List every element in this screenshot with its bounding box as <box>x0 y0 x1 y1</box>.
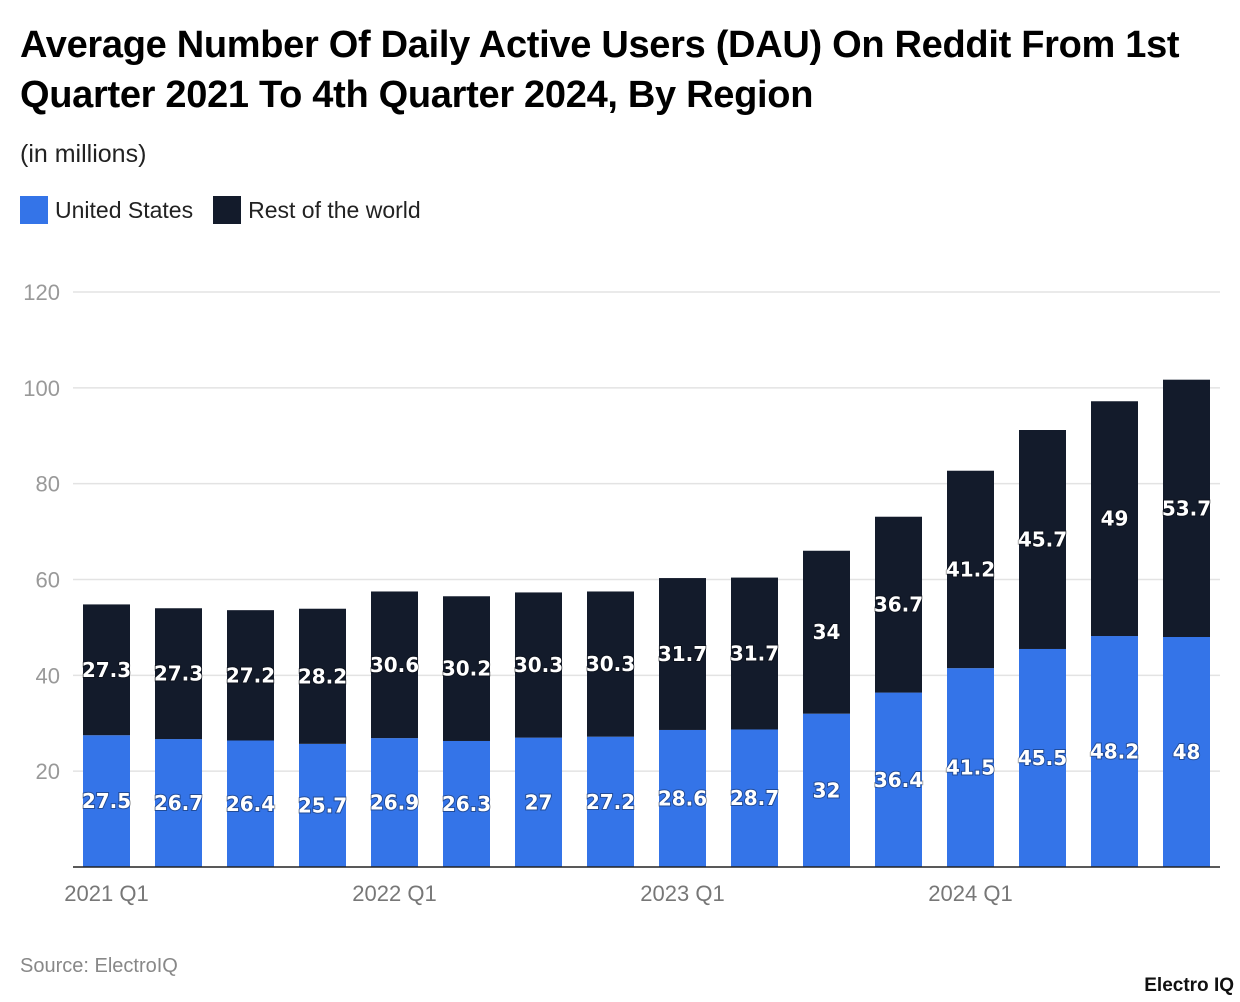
y-tick-label: 60 <box>36 568 60 593</box>
data-label: 36.4 <box>874 768 923 792</box>
x-tick-label: 2022 Q1 <box>352 881 436 906</box>
bar-rest-of-world <box>443 596 490 741</box>
bar-united-states <box>155 739 202 867</box>
bar-rest-of-world <box>83 604 130 736</box>
data-label: 26.9 <box>370 791 419 815</box>
bar-rest-of-world <box>227 610 274 741</box>
bar-rest-of-world <box>803 550 850 714</box>
x-tick-label: 2021 Q1 <box>64 881 148 906</box>
chart-title: Average Number Of Daily Active Users (DA… <box>20 24 1180 116</box>
bar-united-states <box>803 713 850 867</box>
bar-united-states <box>443 740 490 867</box>
data-label: 30.6 <box>370 653 419 677</box>
legend-label: Rest of the world <box>248 196 421 223</box>
x-tick-label: 2023 Q1 <box>640 881 724 906</box>
bar-united-states <box>1091 636 1138 867</box>
bar-united-states <box>659 729 706 867</box>
data-label: 53.7 <box>1162 496 1211 520</box>
electroiq-logo: Electro IQ <box>1144 975 1234 996</box>
bar-rest-of-world <box>1163 379 1210 637</box>
bar-rest-of-world <box>1019 430 1066 649</box>
y-tick-label: 40 <box>36 663 60 688</box>
bar-united-states <box>587 736 634 867</box>
bar-rest-of-world <box>947 470 994 669</box>
data-label: 27.2 <box>586 790 635 814</box>
bar-united-states <box>371 738 418 867</box>
data-label: 25.7 <box>298 793 347 817</box>
bar-united-states <box>299 743 346 867</box>
data-label: 31.7 <box>658 642 707 666</box>
legend-item-us[interactable]: United States <box>20 196 193 224</box>
bar-rest-of-world <box>659 578 706 730</box>
data-label: 32 <box>813 778 841 802</box>
data-label: 45.5 <box>1018 746 1067 770</box>
data-label: 31.7 <box>730 642 779 666</box>
chart-subtitle: (in millions) <box>20 140 147 168</box>
data-label: 45.7 <box>1018 527 1067 551</box>
bar-rest-of-world <box>587 591 634 737</box>
bar-united-states <box>1163 637 1210 867</box>
bar-united-states <box>515 737 562 867</box>
bar-rest-of-world <box>875 516 922 693</box>
legend-label: United States <box>55 196 194 223</box>
bar-united-states <box>1019 648 1066 867</box>
data-label: 28.7 <box>730 786 779 810</box>
data-label: 36.7 <box>874 593 923 617</box>
data-label: 49 <box>1101 507 1129 531</box>
legend: United States Rest of the world <box>20 196 421 224</box>
x-tick-label: 2024 Q1 <box>928 881 1012 906</box>
data-label: 26.7 <box>154 791 203 815</box>
data-label: 27.3 <box>154 662 203 686</box>
data-label: 41.2 <box>946 557 995 581</box>
bar-rest-of-world <box>731 577 778 730</box>
data-label: 41.5 <box>946 756 995 780</box>
data-label: 48 <box>1173 740 1201 764</box>
bar-rest-of-world <box>515 592 562 738</box>
bar-united-states <box>947 668 994 867</box>
bar-united-states <box>83 735 130 867</box>
bar-rest-of-world <box>1091 401 1138 637</box>
data-label: 26.3 <box>442 792 491 816</box>
data-label: 28.2 <box>298 664 347 688</box>
bar-united-states <box>875 692 922 867</box>
bar-rest-of-world <box>155 608 202 740</box>
source-note: Source: ElectroIQ <box>20 955 178 977</box>
data-label: 28.6 <box>658 786 707 810</box>
y-tick-label: 80 <box>36 472 60 497</box>
legend-item-rest-of-world[interactable]: Rest of the world <box>213 196 421 224</box>
data-label: 30.3 <box>586 652 635 676</box>
data-label: 30.2 <box>442 657 491 681</box>
y-tick-label: 100 <box>23 376 60 401</box>
data-label: 27.2 <box>226 663 275 687</box>
data-label: 26.4 <box>226 792 275 816</box>
data-label: 27.3 <box>82 658 131 682</box>
bar-united-states <box>227 740 274 867</box>
data-label: 48.2 <box>1090 740 1139 764</box>
bar-united-states <box>731 729 778 867</box>
data-label: 27.5 <box>82 789 131 813</box>
y-tick-label: 120 <box>23 280 60 305</box>
legend-swatch <box>20 196 48 224</box>
y-tick-label: 20 <box>36 759 60 784</box>
bar-rest-of-world <box>371 591 418 739</box>
data-label: 27 <box>525 790 553 814</box>
data-label: 34 <box>813 620 841 644</box>
legend-swatch <box>213 196 242 224</box>
data-label: 30.3 <box>514 653 563 677</box>
bar-rest-of-world <box>299 608 346 744</box>
